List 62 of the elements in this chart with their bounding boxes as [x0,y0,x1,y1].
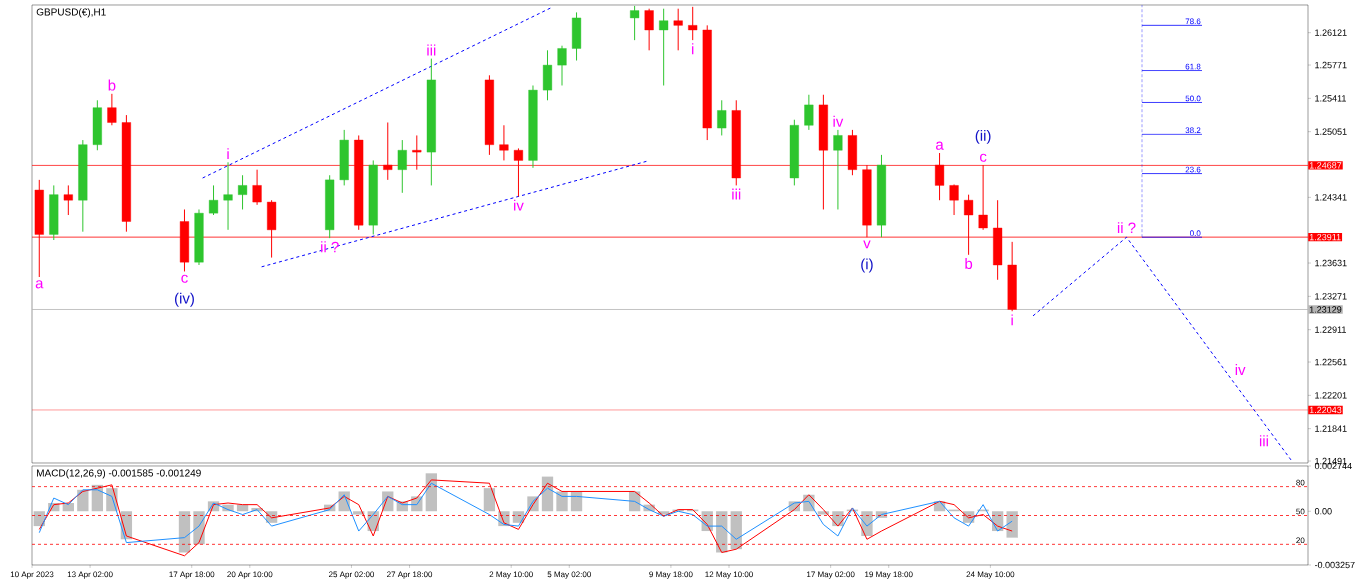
ref-line-label: 1.24687 [1309,162,1342,169]
annotation: (ii) [975,129,991,144]
ref-line-label: 61.8 [1185,63,1201,70]
y2-tick-label: 20 [1296,537,1305,544]
annotation: b [108,79,116,91]
annotation: iii [732,188,741,200]
ref-line-label: 0.0 [1190,230,1201,237]
annotation: b [965,258,973,270]
x-tick-label: 12 May 10:00 [705,571,753,579]
x-tick-label: 17 Apr 18:00 [169,571,215,579]
y-tick-label: 1.22561 [1315,358,1347,366]
annotation: a [936,141,944,150]
x-tick-label: 10 Apr 2023 [10,571,54,579]
y-tick-label: 1.21841 [1315,425,1347,432]
x-tick-label: 17 May 02:00 [807,571,855,579]
y-tick-label: -0.003257 [1314,561,1355,569]
chart-title: MACD(12,26,9) -0.001585 -0.001249 [37,469,201,479]
annotation: c [980,153,987,162]
y2-tick-label: 80 [1296,479,1305,486]
chart-title: GBPUSD(€),H1 [36,8,106,18]
annotation: (i) [861,258,873,273]
y-tick-label: 0.00 [1314,508,1332,515]
annotation: iii [1259,435,1268,447]
annotation: ii ? [1117,222,1136,234]
ref-line-label: 1.23911 [1309,233,1341,241]
y-tick-label: 1.22201 [1315,392,1347,399]
annotation: iii [427,44,436,56]
ref-line-label: 23.6 [1185,166,1201,173]
x-tick-label: 25 Apr 02:00 [328,571,375,579]
x-tick-label: 20 Apr 10:00 [227,571,273,579]
annotation: iv [833,115,844,127]
y-tick-label: 1.25771 [1315,61,1347,69]
ref-line-label: 50.0 [1185,95,1201,102]
annotation: iv [514,199,524,211]
annotation: i [1011,314,1013,326]
y-tick-label: 1.26121 [1315,29,1347,36]
y-tick-label: 1.22911 [1315,326,1346,333]
y2-tick-label: 50 [1296,508,1305,515]
x-tick-label: 9 May 18:00 [649,571,693,579]
annotation: (iv) [174,292,194,307]
x-tick-label: 13 Apr 02:00 [67,571,113,579]
x-tick-label: 19 May 18:00 [865,571,913,579]
annotation: i [227,148,229,160]
x-tick-label: 5 May 02:00 [547,571,591,579]
y-tick-label: 1.25411 [1315,95,1346,102]
ref-line-label: 1.22043 [1309,406,1342,414]
y-tick-label: 1.24341 [1315,194,1347,201]
x-tick-label: 27 Apr 18:00 [387,571,433,579]
ref-line-label: 78.6 [1185,18,1201,25]
y-tick-label: 1.23271 [1315,293,1347,300]
annotation: iv [1235,364,1246,375]
y-tick-label: 1.25051 [1315,128,1347,135]
ref-line-label: 1.23129 [1309,306,1342,313]
ref-line-label: 38.2 [1185,127,1201,134]
annotation: v [863,240,871,249]
x-tick-label: 24 May 10:00 [966,571,1015,579]
y-tick-label: 1.23631 [1315,259,1347,267]
annotation: a [35,280,44,289]
annotation: c [181,274,188,283]
annotation: ii ? [321,241,339,253]
annotation: i [692,43,694,55]
x-tick-label: 2 May 10:00 [489,571,533,579]
